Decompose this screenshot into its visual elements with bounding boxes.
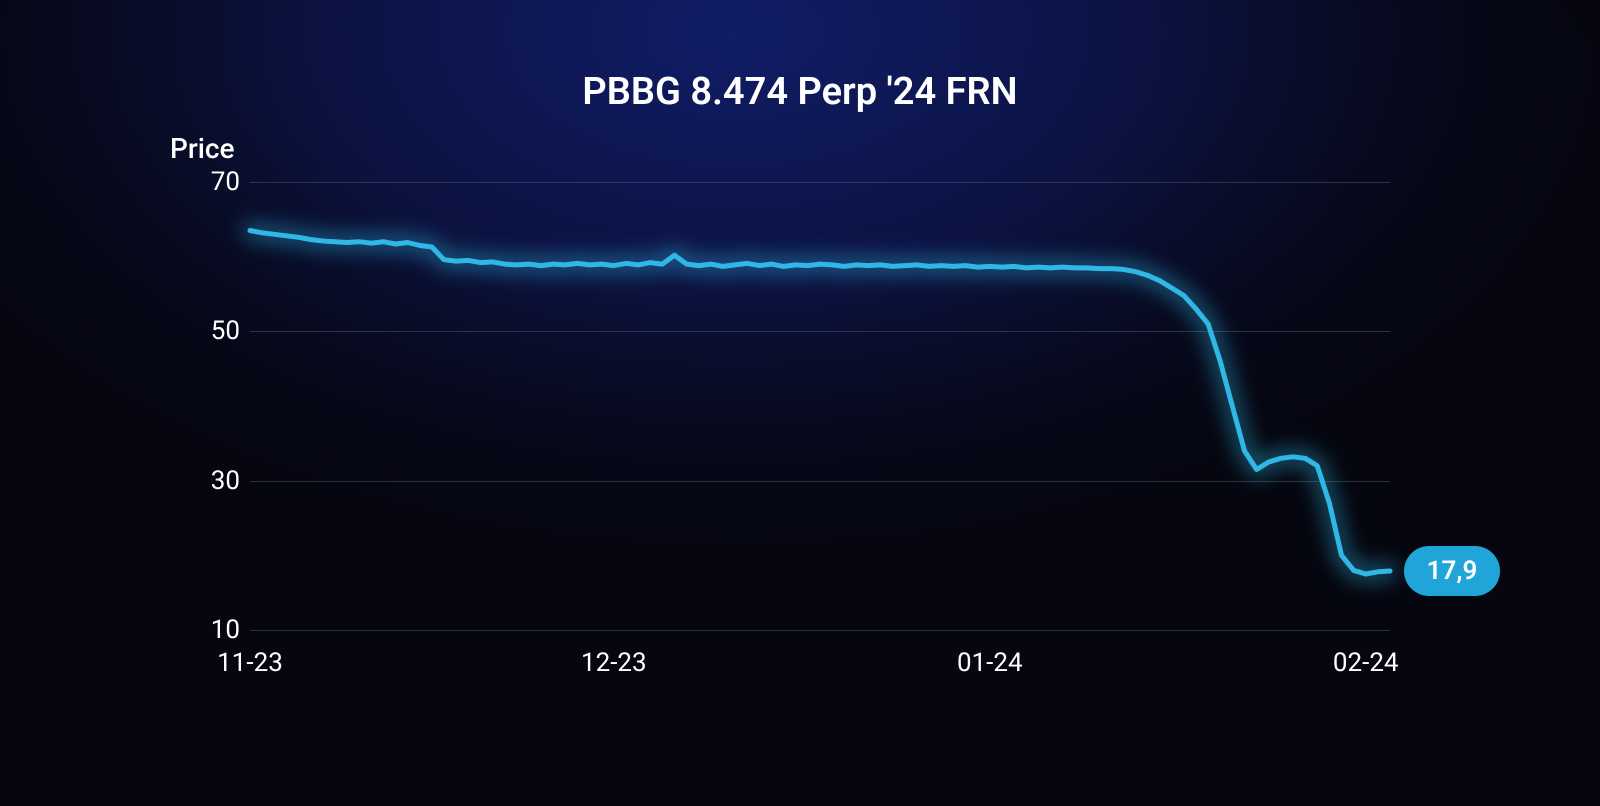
chart-container: PBBG 8.474 Perp '24 FRN Price 10305070 1… — [0, 0, 1600, 806]
line-plot — [0, 0, 1600, 806]
endpoint-value-badge: 17,9 — [1404, 546, 1500, 596]
endpoint-value-text: 17,9 — [1427, 556, 1478, 586]
